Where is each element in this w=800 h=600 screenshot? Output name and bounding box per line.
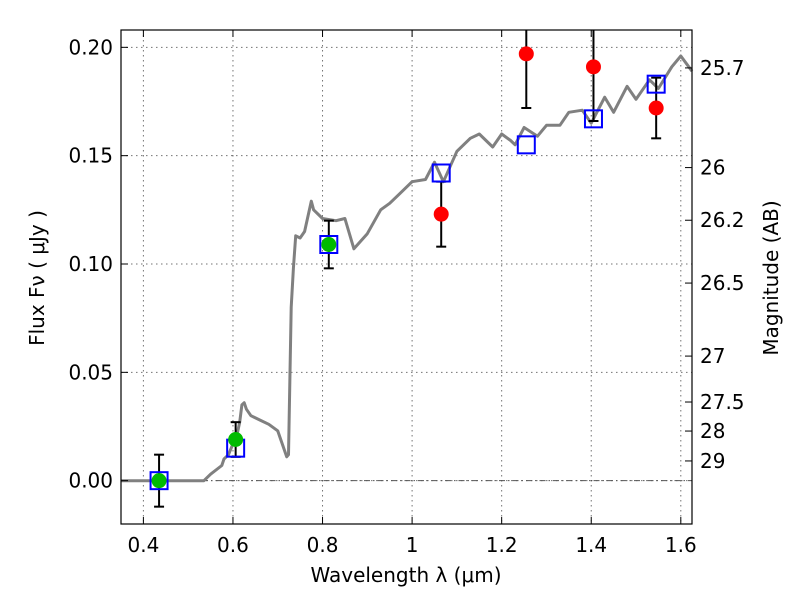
synthetic-photometry-square — [149, 471, 169, 491]
x-tick-label: 0.8 — [307, 533, 339, 557]
y-tick-label: 0.10 — [68, 252, 113, 276]
x-axis-label: Wavelength λ (μm) — [310, 563, 501, 587]
synthetic-photometry-square — [583, 109, 603, 129]
optical-detection-point — [321, 237, 337, 252]
magnitude-tick-label: 25.7 — [700, 56, 745, 80]
magnitude-tick-label: 27.5 — [700, 390, 745, 414]
y-tick-label: 0.05 — [68, 360, 113, 384]
model-sed-curve — [121, 54, 694, 483]
x-tick-label: 0.4 — [127, 533, 159, 557]
y-tick-label: 0.00 — [68, 469, 113, 493]
x-tick-label: 1 — [406, 533, 419, 557]
plot-frame — [120, 29, 693, 525]
nir-detection-point — [433, 206, 449, 222]
magnitude-tick-label: 26 — [700, 156, 725, 180]
right-axis-label: Magnitude (AB) — [759, 200, 783, 355]
magnitude-tick-label: 27 — [700, 344, 725, 368]
nir-detection-point — [518, 46, 534, 62]
nir-detection-point — [648, 100, 664, 116]
synthetic-photometry-square — [319, 235, 339, 254]
x-axis-ticks: 0.4 0.6 0.8 1 1.2 1.4 1.6 — [127, 30, 697, 557]
magnitude-tick-label: 28 — [700, 419, 725, 443]
x-tick-label: 1.4 — [575, 533, 607, 557]
y-tick-label: 0.15 — [68, 144, 113, 168]
model-sed-line — [121, 54, 694, 483]
x-tick-label: 1.6 — [665, 533, 697, 557]
x-tick-label: 1.2 — [486, 533, 518, 557]
measured-photometry-dots — [151, 46, 664, 489]
magnitude-tick-label: 26.2 — [700, 208, 745, 232]
grid-lines — [121, 30, 692, 524]
optical-detection-point — [228, 432, 244, 447]
optical-detection-point — [151, 473, 167, 489]
y-axis-label: Flux Fν ( μJy ) — [25, 210, 49, 346]
y-tick-label: 0.20 — [68, 35, 113, 59]
synthetic-photometry-square — [431, 163, 451, 183]
magnitude-tick-label: 29 — [700, 449, 725, 473]
synthetic-photometry-squares — [149, 74, 666, 491]
synthetic-photometry-square — [646, 74, 666, 94]
nir-detection-point — [585, 59, 601, 75]
synthetic-photometry-square — [516, 135, 536, 155]
magnitude-tick-label: 26.5 — [700, 271, 745, 295]
x-tick-label: 0.6 — [217, 533, 249, 557]
magnitude-axis-ticks: 25.7 26 26.2 26.5 27 27.5 28 29 — [685, 56, 745, 473]
y-axis-ticks: 0.00 0.05 0.10 0.15 0.20 — [68, 35, 128, 493]
